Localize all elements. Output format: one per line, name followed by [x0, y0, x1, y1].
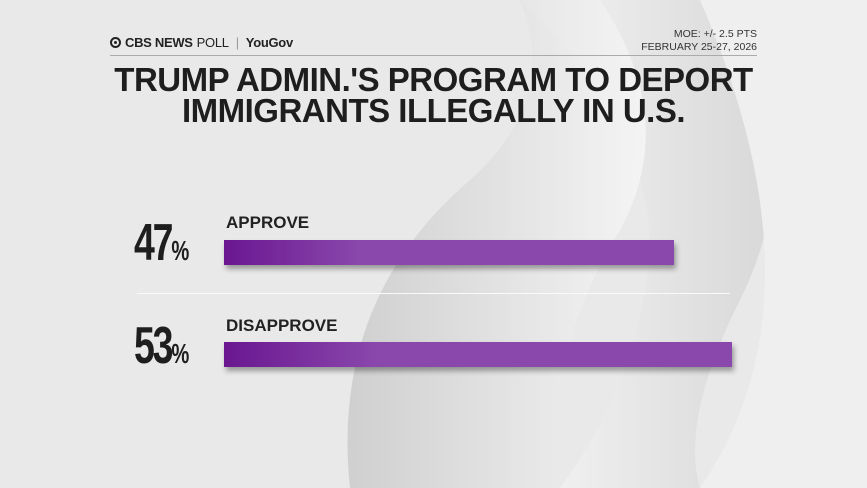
partner: YouGov	[245, 35, 293, 50]
bar-disapprove	[224, 342, 732, 367]
bar-approve	[224, 240, 675, 265]
cbs-eye-icon	[110, 37, 121, 48]
header-rule	[110, 55, 757, 56]
poll-meta: MOE: +/- 2.5 PTS FEBRUARY 25-27, 2026	[641, 28, 757, 54]
percent-sign: %	[171, 338, 190, 369]
category-label-approve: APPROVE	[226, 213, 310, 232]
brand-suffix: POLL	[196, 35, 229, 50]
moe: MOE: +/- 2.5 PTS	[673, 28, 757, 40]
brand: CBS NEWS	[125, 35, 193, 50]
cbs-yougov-logo: CBS NEWS POLL | YouGov	[110, 35, 293, 50]
value-label-disapprove: 53%	[134, 320, 190, 378]
value-label-approve: 47%	[134, 217, 190, 275]
title-line-1: TRUMP ADMIN.'S PROGRAM TO DEPORT	[114, 61, 753, 98]
value-number: 47	[134, 214, 173, 272]
dates: FEBRUARY 25-27, 2026	[641, 41, 757, 53]
chart-title: TRUMP ADMIN.'S PROGRAM TO DEPORT IMMIGRA…	[60, 61, 807, 129]
title-line-2: IMMIGRANTS ILLEGALLY IN U.S.	[181, 92, 686, 129]
category-label-disapprove: DISAPPROVE	[226, 316, 338, 335]
logo-separator: |	[235, 35, 239, 50]
value-number: 53	[134, 317, 173, 375]
percent-sign: %	[171, 235, 190, 266]
row-divider	[137, 293, 730, 294]
